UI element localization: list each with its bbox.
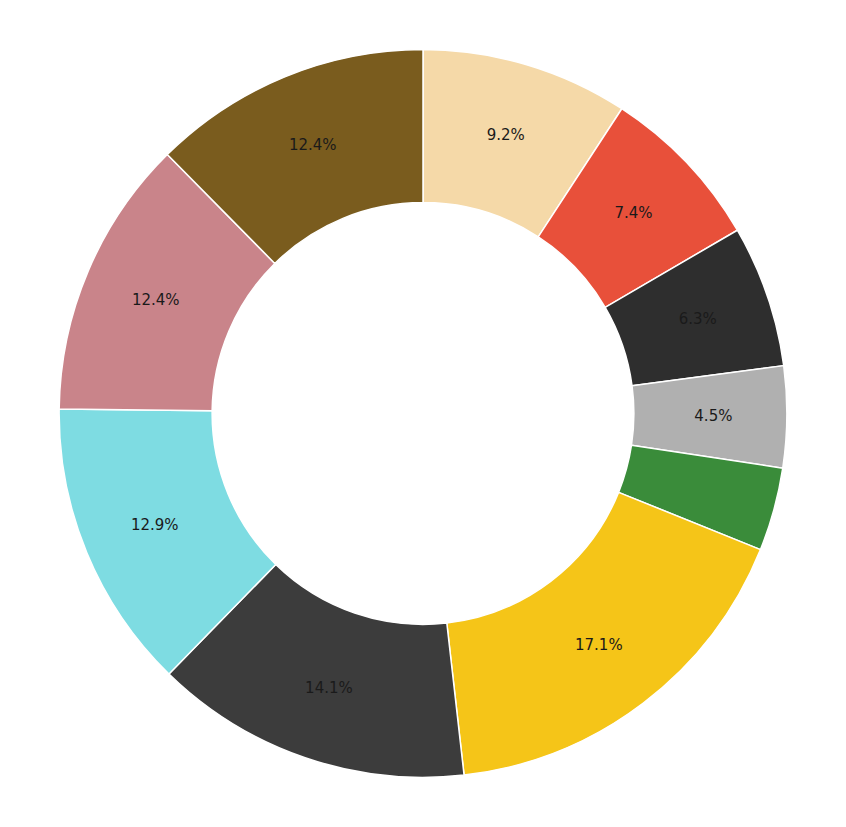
svg-text:12.4%: 12.4%: [132, 291, 180, 309]
svg-text:7.4%: 7.4%: [614, 204, 652, 222]
svg-text:4.5%: 4.5%: [694, 407, 732, 425]
svg-text:12.4%: 12.4%: [289, 136, 337, 154]
svg-text:14.1%: 14.1%: [305, 679, 353, 697]
svg-text:17.1%: 17.1%: [575, 636, 623, 654]
svg-text:6.3%: 6.3%: [679, 310, 717, 328]
svg-text:9.2%: 9.2%: [487, 126, 525, 144]
svg-text:12.9%: 12.9%: [131, 516, 179, 534]
